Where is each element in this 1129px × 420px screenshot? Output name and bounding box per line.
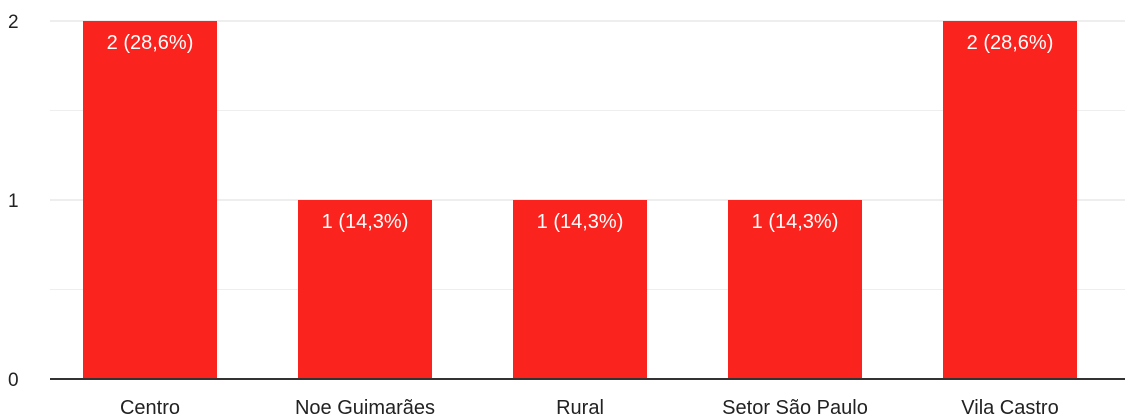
bar xyxy=(943,21,1077,379)
x-tick-label: Rural xyxy=(556,397,604,419)
x-tick-label: Centro xyxy=(120,397,180,419)
data-label: 1 (14,3%) xyxy=(537,211,624,233)
data-label: 1 (14,3%) xyxy=(752,211,839,233)
bar xyxy=(513,200,647,379)
data-label: 1 (14,3%) xyxy=(322,211,409,233)
bar xyxy=(83,21,217,379)
bar xyxy=(728,200,862,379)
y-tick-label: 2 xyxy=(8,12,19,33)
bar xyxy=(298,200,432,379)
data-label: 2 (28,6%) xyxy=(107,32,194,54)
x-tick-label: Vila Castro xyxy=(961,397,1058,419)
data-label: 2 (28,6%) xyxy=(967,32,1054,54)
x-tick-label: Noe Guimarães xyxy=(295,397,435,419)
y-tick-label: 0 xyxy=(8,370,19,391)
y-tick-label: 1 xyxy=(8,191,19,212)
x-tick-label: Setor São Paulo xyxy=(722,397,868,419)
bars xyxy=(83,21,1077,379)
labels: 0 1 2 2 (28,6%) Centro 1 (14,3%) Noe Guimarães… xyxy=(8,12,1059,419)
